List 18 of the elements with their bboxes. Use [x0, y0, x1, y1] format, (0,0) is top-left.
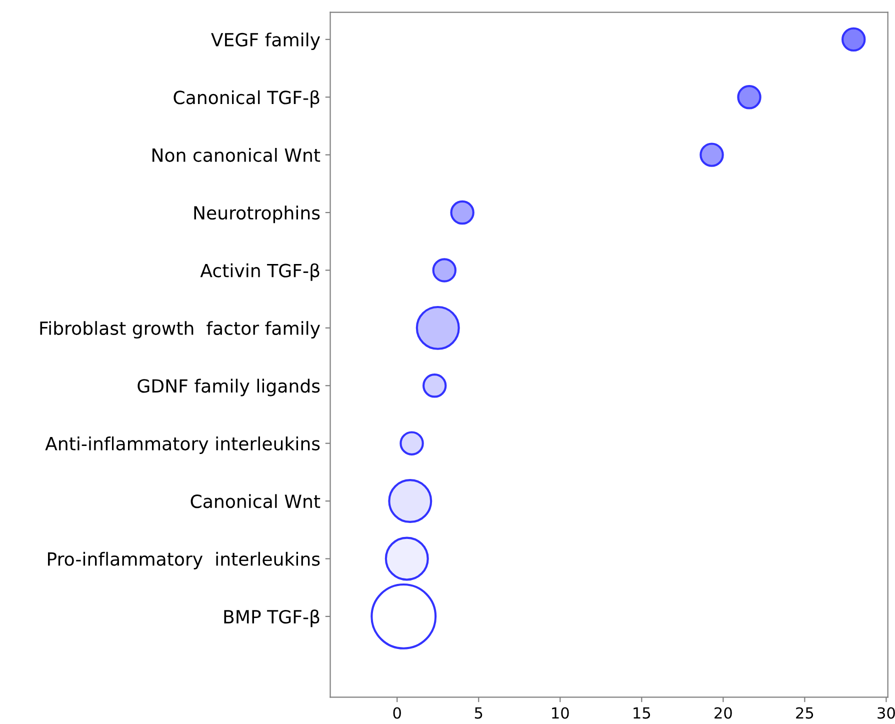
x-tick-label: 10	[552, 707, 569, 719]
y-tick-label: Neurotrophins	[194, 206, 320, 224]
y-tick-label: VEGF family	[211, 32, 320, 50]
y-tick-label: Fibroblast growth factor family	[40, 321, 320, 339]
y-tick-label: Anti-inflammatory interleukins	[45, 436, 320, 454]
x-tick-label: 0	[393, 707, 401, 719]
x-tick-label: 25	[796, 707, 814, 719]
y-tick-label: Canonical Wnt	[190, 494, 320, 508]
x-tick-label: 15	[634, 707, 650, 719]
x-tick-label: 20	[714, 707, 732, 719]
y-tick-label: Canonical TGF-β	[174, 90, 320, 108]
x-tick-label: 5	[474, 707, 482, 719]
y-tick-label: GDNF family ligands	[138, 378, 320, 396]
y-tick-label: BMP TGF-β	[224, 610, 320, 628]
x-tick-label: 30	[878, 707, 895, 719]
y-tick-label: Non canonical Wnt	[152, 148, 320, 162]
y-tick-label: Pro-inflammatory interleukins	[48, 552, 320, 570]
y-tick-label: Activin TGF-β	[200, 263, 320, 281]
